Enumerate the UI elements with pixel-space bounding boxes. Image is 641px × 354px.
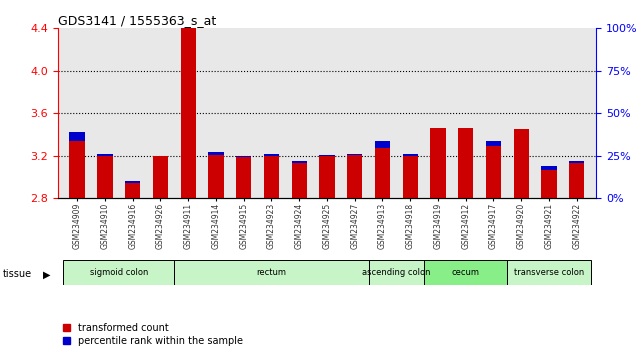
Bar [208, 152, 224, 155]
Bar [181, 26, 196, 198]
Bar [347, 154, 362, 155]
Bar [403, 156, 418, 198]
Bar [507, 260, 590, 285]
Text: GDS3141 / 1555363_s_at: GDS3141 / 1555363_s_at [58, 14, 216, 27]
Text: tissue: tissue [3, 269, 32, 279]
Bar [424, 260, 507, 285]
Bar [569, 161, 585, 163]
Bar [486, 146, 501, 198]
Bar [430, 128, 445, 198]
Bar [319, 155, 335, 156]
Bar [569, 163, 585, 198]
Bar [97, 156, 113, 198]
Bar [513, 129, 529, 198]
Bar [153, 156, 168, 198]
Bar [125, 183, 140, 198]
Bar [403, 154, 418, 156]
Text: sigmoid colon: sigmoid colon [90, 268, 148, 277]
Bar [69, 132, 85, 141]
Bar [97, 154, 113, 156]
Text: cecum: cecum [452, 268, 479, 277]
Bar [125, 181, 140, 183]
Text: ▶: ▶ [43, 269, 51, 279]
Bar [541, 170, 556, 198]
Bar [541, 166, 556, 170]
Bar [208, 155, 224, 198]
Bar [292, 161, 307, 163]
Bar [486, 141, 501, 146]
Bar [319, 156, 335, 198]
Legend: transformed count, percentile rank within the sample: transformed count, percentile rank withi… [63, 323, 243, 346]
Text: rectum: rectum [256, 268, 287, 277]
Bar [69, 141, 85, 198]
Bar [369, 260, 424, 285]
Bar [263, 156, 279, 198]
Bar [263, 154, 279, 156]
Bar [375, 141, 390, 148]
Bar [236, 157, 251, 198]
Text: ascending colon: ascending colon [362, 268, 431, 277]
Bar [63, 260, 174, 285]
Bar [375, 148, 390, 198]
Bar [458, 128, 473, 198]
Text: transverse colon: transverse colon [514, 268, 584, 277]
Bar [236, 156, 251, 157]
Bar [347, 155, 362, 198]
Bar [292, 163, 307, 198]
Bar [174, 260, 369, 285]
